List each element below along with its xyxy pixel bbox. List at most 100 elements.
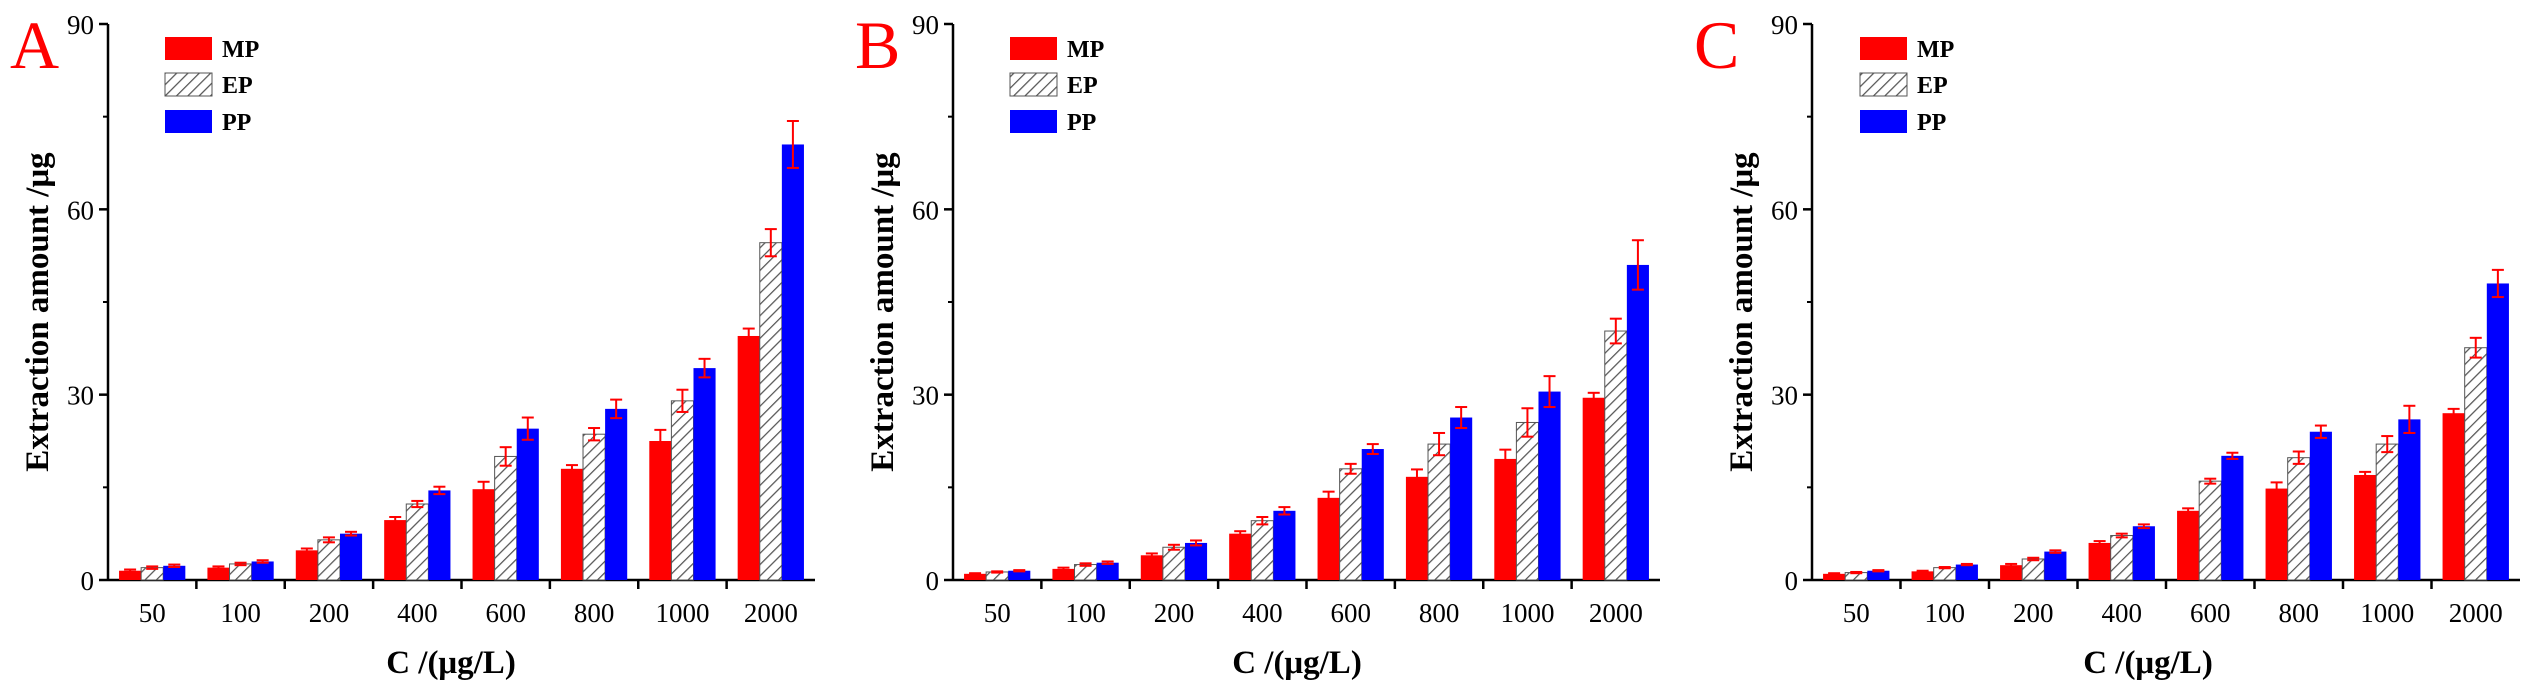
panel-letter: C (1694, 7, 1739, 83)
bar-mp-400 (1229, 533, 1252, 580)
bar-mp-400 (384, 520, 407, 580)
bar-ep-800 (1427, 443, 1451, 581)
bar-mp-200 (2000, 565, 2023, 580)
x-tick-label: 400 (397, 598, 438, 628)
bar-mp-200 (1140, 555, 1163, 580)
legend-label-pp: PP (222, 110, 251, 136)
bar-mp-2000 (2442, 413, 2465, 580)
error-bar-mp-200 (300, 547, 313, 554)
error-bar-mp-200 (2005, 562, 2018, 568)
bar-mp-800 (1405, 476, 1429, 580)
legend-label-ep: EP (1067, 73, 1098, 99)
x-axis-label: C /(μg/L) (1232, 645, 1362, 681)
legend-item-ep: EP (164, 72, 253, 99)
x-tick-label: 800 (2279, 598, 2320, 628)
panel-a: A Extraction amount /μg C /(μg/L) 0 30 60 9… (10, 7, 815, 681)
error-bar-pp-200 (1190, 539, 1203, 547)
error-bar-ep-50 (146, 565, 159, 570)
bar-ep-100 (1074, 564, 1098, 581)
error-bar-mp-50 (124, 568, 137, 573)
error-bar-pp-2000 (1631, 239, 1644, 291)
error-bar-ep-600 (499, 446, 512, 467)
bar-mp-100 (1052, 568, 1075, 580)
error-bar-ep-100 (1938, 566, 1951, 570)
x-tick-label: 600 (2190, 598, 2231, 628)
bar-ep-600 (494, 455, 518, 581)
error-bar-mp-600 (477, 480, 490, 498)
y-tick-label: 60 (67, 195, 94, 225)
legend-swatch-ep (1859, 72, 1908, 97)
error-bar-pp-50 (1872, 569, 1885, 573)
error-bar-pp-50 (1013, 569, 1026, 573)
error-bar-pp-800 (2314, 424, 2327, 439)
error-bar-ep-200 (1167, 543, 1180, 551)
x-tick-label: 800 (1419, 598, 1460, 628)
y-axis-label: Extraction amount /μg (865, 152, 901, 472)
bar-pp-2000 (781, 144, 804, 580)
error-bar-mp-50 (1828, 572, 1841, 576)
bar-pp-400 (1273, 510, 1296, 580)
axes: 0 30 60 90 50 100 200 400 600 800 1000 2000 (67, 10, 815, 628)
x-tick-label: 100 (1925, 598, 1966, 628)
error-bar-pp-1000 (2403, 404, 2416, 434)
legend-swatch-ep (1009, 72, 1058, 97)
legend-swatch-mp (1010, 37, 1057, 60)
bar-pp-200 (1184, 542, 1208, 580)
bar-pp-400 (428, 490, 451, 580)
bar-ep-400 (405, 503, 429, 581)
bar-ep-200 (317, 539, 341, 581)
error-bar-ep-50 (991, 570, 1004, 574)
error-bar-ep-400 (1256, 515, 1269, 526)
error-bar-ep-2000 (1609, 317, 1622, 345)
x-tick-label: 800 (574, 598, 615, 628)
legend-swatch-mp (165, 37, 212, 60)
x-tick-label: 400 (2102, 598, 2143, 628)
error-bar-ep-1000 (676, 388, 689, 413)
legend: MP EP PP (164, 37, 259, 136)
bar-ep-2000 (1604, 330, 1628, 581)
bar-ep-800 (2287, 457, 2311, 581)
bar-mp-50 (1823, 573, 1846, 580)
bar-ep-100 (1933, 567, 1957, 581)
legend-item-mp: MP (1010, 37, 1104, 63)
error-bar-ep-2000 (764, 228, 777, 258)
error-bar-ep-400 (411, 499, 424, 509)
legend: MP EP PP (1009, 37, 1104, 136)
error-bar-pp-200 (2049, 549, 2062, 554)
bar-pp-2000 (2486, 283, 2509, 580)
y-axis-label: Extraction amount /μg (1724, 152, 1760, 472)
error-bar-mp-2000 (742, 327, 755, 345)
panel-b: B Extraction amount /μg C /(μg/L) 0 30 60 9… (855, 7, 1660, 681)
bar-ep-1000 (670, 400, 694, 581)
bar-pp-1000 (693, 368, 716, 580)
bar-mp-50 (964, 573, 987, 580)
error-bar-pp-600 (521, 416, 534, 441)
error-bar-pp-2000 (786, 119, 799, 169)
bar-pp-2000 (1626, 264, 1649, 580)
y-tick-label: 60 (912, 195, 939, 225)
panel-c: C Extraction amount /μg C /(μg/L) 0 30 60 9… (1694, 7, 2520, 681)
error-bar-ep-1000 (1521, 407, 1534, 438)
error-bar-ep-400 (2115, 532, 2128, 539)
x-tick-label: 2000 (2449, 598, 2503, 628)
bar-mp-50 (119, 570, 142, 580)
bar-ep-200 (2021, 558, 2045, 581)
error-bar-pp-1000 (698, 357, 711, 379)
error-bar-pp-400 (433, 485, 446, 496)
error-bar-mp-2000 (1587, 391, 1600, 404)
bar-ep-1000 (1515, 421, 1539, 581)
bar-mp-100 (207, 567, 230, 580)
bar-mp-600 (2177, 510, 2200, 580)
error-bar-mp-800 (1410, 468, 1423, 486)
x-axis-label: C /(μg/L) (386, 645, 516, 681)
panel-letter: B (855, 7, 900, 83)
bar-pp-50 (1008, 570, 1031, 580)
x-tick-label: 600 (485, 598, 526, 628)
y-tick-label: 90 (67, 10, 94, 40)
x-tick-label: 1000 (1500, 598, 1554, 628)
legend-swatch-pp (1860, 110, 1907, 133)
error-bar-mp-800 (565, 464, 578, 474)
bar-pp-1000 (2398, 419, 2421, 580)
error-bar-mp-1000 (2359, 470, 2372, 480)
bar-mp-1000 (1494, 458, 1517, 580)
